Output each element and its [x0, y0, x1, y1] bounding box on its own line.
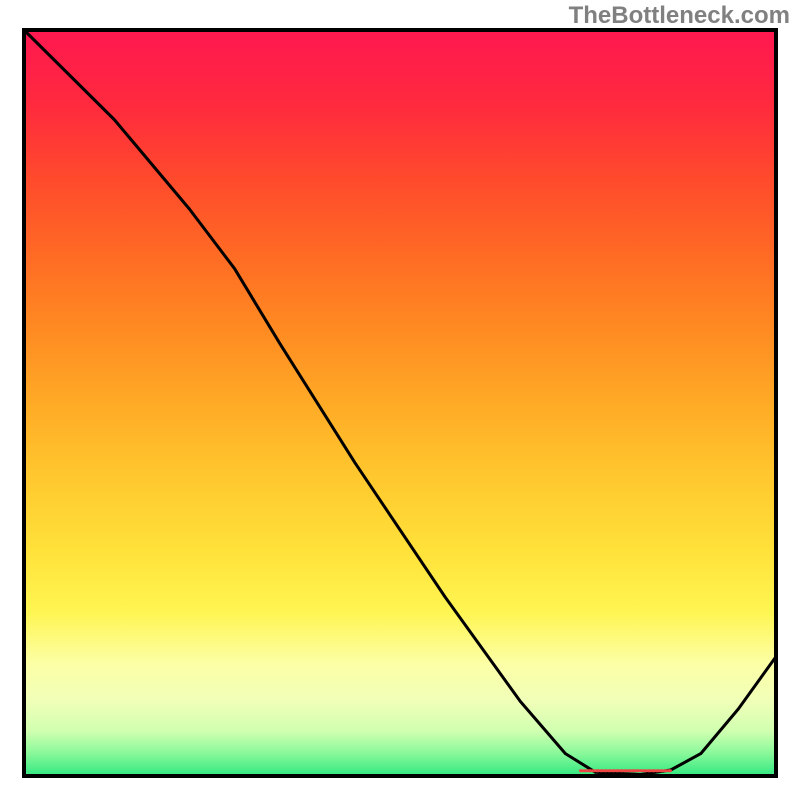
watermark-text: TheBottleneck.com	[569, 2, 790, 30]
bottleneck-chart	[0, 0, 800, 800]
plot-background	[24, 30, 776, 776]
